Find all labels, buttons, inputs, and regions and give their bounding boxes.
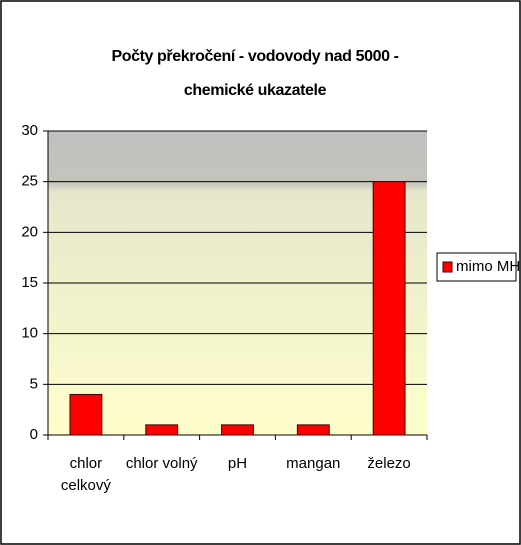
y-tick-label: 10: [21, 325, 38, 342]
x-tick-label: mangan: [286, 455, 341, 472]
y-tick-label: 30: [21, 122, 38, 139]
bar: [372, 181, 406, 436]
x-tick-label: chlor celkový: [60, 455, 111, 494]
y-tick-label: 5: [30, 375, 38, 392]
bar: [221, 424, 254, 436]
y-tick-label: 0: [30, 426, 38, 443]
x-tick-label: železo: [367, 455, 411, 472]
bar: [69, 393, 103, 436]
legend-swatch: [442, 261, 453, 273]
y-tick-label: 15: [21, 274, 38, 291]
y-tick-label: 25: [21, 173, 38, 190]
chart-title: Počty překročení - vodovody nad 5000 - c…: [111, 48, 399, 99]
legend-label: mimo MH: [456, 258, 520, 275]
bar: [296, 424, 330, 436]
x-tick-label: pH: [227, 455, 248, 472]
x-tick-label: chlor volný: [125, 455, 198, 472]
y-tick-label: 20: [21, 223, 38, 240]
bar: [145, 424, 179, 436]
